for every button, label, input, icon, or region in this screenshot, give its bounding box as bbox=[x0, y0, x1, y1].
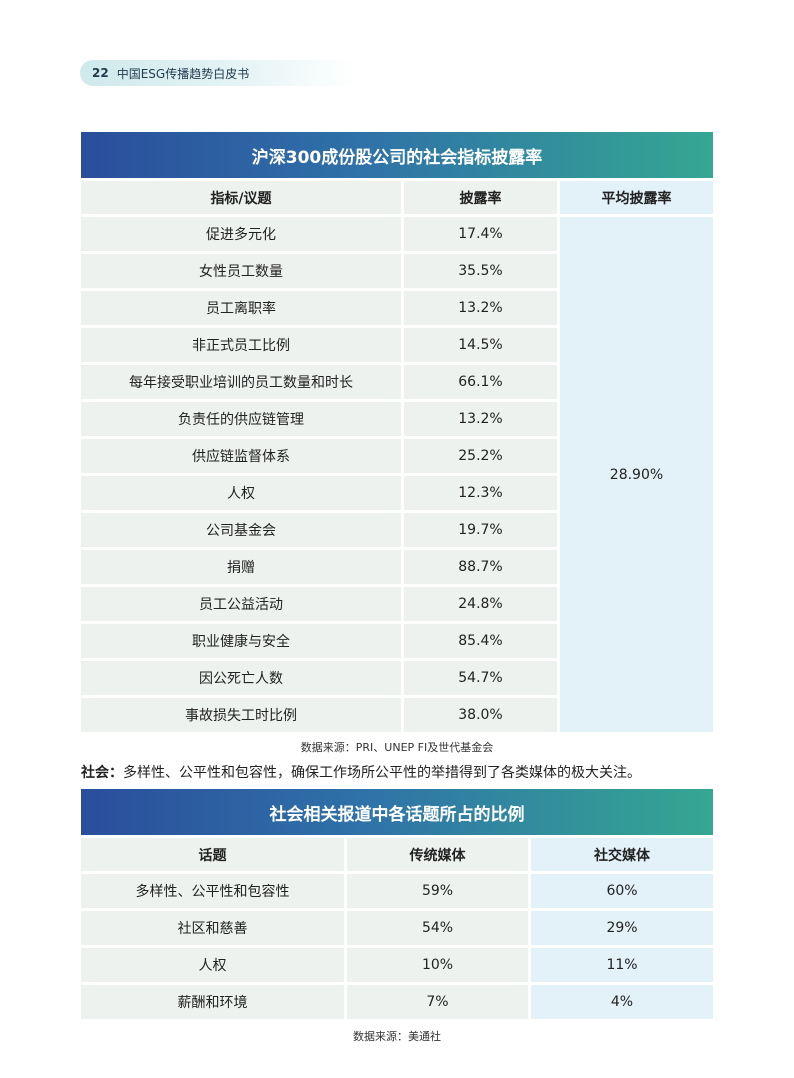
topic-cell: 每年接受职业培训的员工数量和时长 bbox=[81, 365, 404, 399]
page-header: 22 中国ESG传播趋势白皮书 bbox=[80, 60, 355, 86]
table1-header-topic: 指标/议题 bbox=[81, 181, 404, 214]
topic-cell: 员工离职率 bbox=[81, 291, 404, 325]
table-row: 职业健康与安全 85.4% bbox=[81, 624, 713, 658]
table-row: 员工公益活动 24.8% bbox=[81, 587, 713, 621]
topic-cell: 人权 bbox=[81, 476, 404, 510]
social-note: 社会：多样性、公平性和包容性，确保工作场所公平性的举措得到了各类媒体的极大关注。 bbox=[81, 762, 641, 782]
rate-cell: 25.2% bbox=[404, 439, 560, 473]
table-row: 供应链监督体系 25.2% bbox=[81, 439, 713, 473]
topic-cell: 供应链监督体系 bbox=[81, 439, 404, 473]
table-row: 员工离职率 13.2% bbox=[81, 291, 713, 325]
table-row: 非正式员工比例 14.5% bbox=[81, 328, 713, 362]
table2-title: 社会相关报道中各话题所占的比例 bbox=[81, 789, 713, 835]
traditional-cell: 54% bbox=[347, 911, 531, 945]
topic-cell: 员工公益活动 bbox=[81, 587, 404, 621]
social-note-text: 多样性、公平性和包容性，确保工作场所公平性的举措得到了各类媒体的极大关注。 bbox=[123, 765, 641, 781]
table-row: 促进多元化 17.4% 28.90% bbox=[81, 217, 713, 732]
table1-title: 沪深300成份股公司的社会指标披露率 bbox=[81, 132, 713, 178]
social-cell: 4% bbox=[531, 985, 713, 1019]
disclosure-rate-table: 沪深300成份股公司的社会指标披露率 指标/议题 披露率 平均披露率 促进多元化… bbox=[81, 129, 713, 735]
social-cell: 29% bbox=[531, 911, 713, 945]
rate-cell: 35.5% bbox=[404, 254, 560, 288]
table2-header-topic: 话题 bbox=[81, 838, 347, 871]
table-row: 人权 12.3% bbox=[81, 476, 713, 510]
rate-cell: 13.2% bbox=[404, 291, 560, 325]
topic-cell: 薪酬和环境 bbox=[81, 985, 347, 1019]
table-row: 薪酬和环境 7% 4% bbox=[81, 985, 713, 1019]
table-row: 负责任的供应链管理 13.2% bbox=[81, 402, 713, 436]
rate-cell: 54.7% bbox=[404, 661, 560, 695]
table2-header-social: 社交媒体 bbox=[531, 838, 713, 871]
topic-cell: 人权 bbox=[81, 948, 347, 982]
traditional-cell: 7% bbox=[347, 985, 531, 1019]
table-row: 女性员工数量 35.5% bbox=[81, 254, 713, 288]
topic-cell: 事故损失工时比例 bbox=[81, 698, 404, 732]
social-cell: 60% bbox=[531, 874, 713, 908]
topic-cell: 职业健康与安全 bbox=[81, 624, 404, 658]
rate-cell: 17.4% bbox=[404, 217, 560, 251]
media-topic-table: 社会相关报道中各话题所占的比例 话题 传统媒体 社交媒体 多样性、公平性和包容性… bbox=[81, 786, 713, 1022]
table1-header-average: 平均披露率 bbox=[560, 181, 713, 214]
topic-cell: 非正式员工比例 bbox=[81, 328, 404, 362]
topic-cell: 捐赠 bbox=[81, 550, 404, 584]
page-number: 22 bbox=[92, 66, 109, 80]
table-row: 因公死亡人数 54.7% bbox=[81, 661, 713, 695]
rate-cell: 19.7% bbox=[404, 513, 560, 547]
table1-source: 数据来源：PRI、UNEP FI及世代基金会 bbox=[300, 741, 494, 754]
traditional-cell: 59% bbox=[347, 874, 531, 908]
rate-cell: 66.1% bbox=[404, 365, 560, 399]
topic-cell: 负责任的供应链管理 bbox=[81, 402, 404, 436]
table2-source: 数据来源：美通社 bbox=[353, 1030, 441, 1043]
topic-cell: 促进多元化 bbox=[81, 217, 404, 251]
rate-cell: 85.4% bbox=[404, 624, 560, 658]
social-cell: 11% bbox=[531, 948, 713, 982]
table-row: 捐赠 88.7% bbox=[81, 550, 713, 584]
table-row: 多样性、公平性和包容性 59% 60% bbox=[81, 874, 713, 908]
rate-cell: 24.8% bbox=[404, 587, 560, 621]
rate-cell: 88.7% bbox=[404, 550, 560, 584]
rate-cell: 12.3% bbox=[404, 476, 560, 510]
topic-cell: 多样性、公平性和包容性 bbox=[81, 874, 347, 908]
table-row: 每年接受职业培训的员工数量和时长 66.1% bbox=[81, 365, 713, 399]
table2-header-traditional: 传统媒体 bbox=[347, 838, 531, 871]
topic-cell: 因公死亡人数 bbox=[81, 661, 404, 695]
social-note-label: 社会： bbox=[81, 765, 123, 781]
rate-cell: 38.0% bbox=[404, 698, 560, 732]
rate-cell: 13.2% bbox=[404, 402, 560, 436]
table-row: 人权 10% 11% bbox=[81, 948, 713, 982]
table-row: 社区和慈善 54% 29% bbox=[81, 911, 713, 945]
topic-cell: 社区和慈善 bbox=[81, 911, 347, 945]
rate-cell: 14.5% bbox=[404, 328, 560, 362]
table1-header-rate: 披露率 bbox=[404, 181, 560, 214]
topic-cell: 公司基金会 bbox=[81, 513, 404, 547]
table-row: 公司基金会 19.7% bbox=[81, 513, 713, 547]
average-rate-cell: 28.90% bbox=[560, 217, 713, 732]
table-row: 事故损失工时比例 38.0% bbox=[81, 698, 713, 732]
document-title: 中国ESG传播趋势白皮书 bbox=[116, 66, 250, 81]
topic-cell: 女性员工数量 bbox=[81, 254, 404, 288]
traditional-cell: 10% bbox=[347, 948, 531, 982]
